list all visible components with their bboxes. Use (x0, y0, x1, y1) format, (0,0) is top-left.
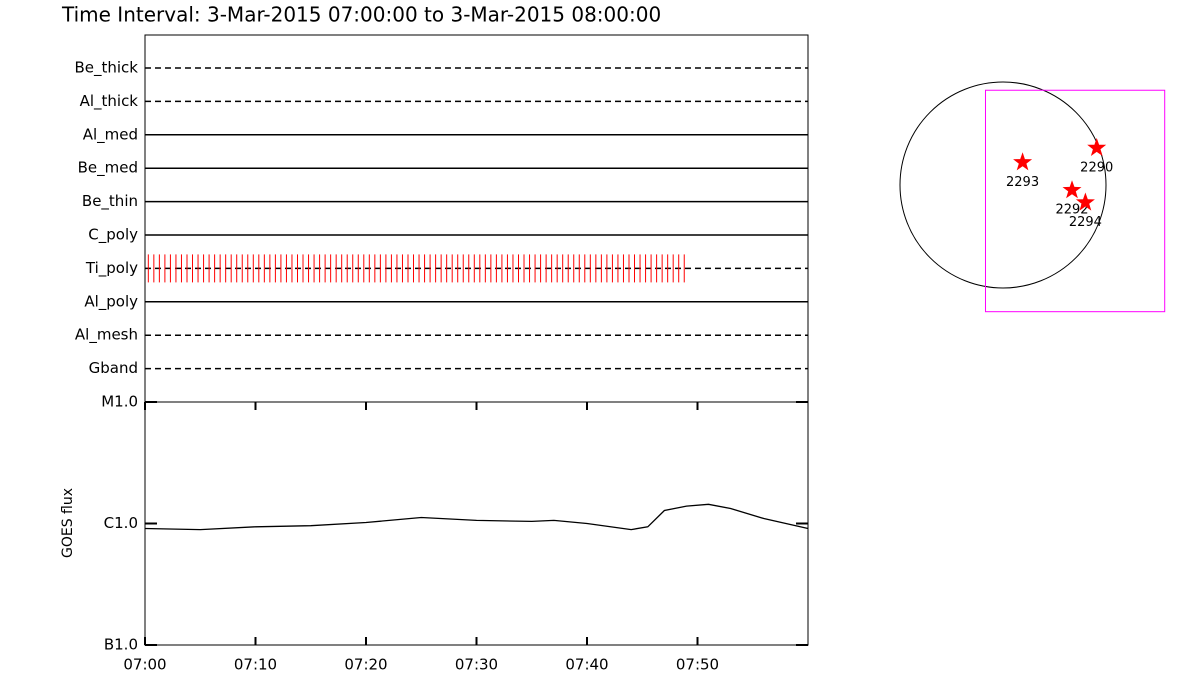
region-label: 2293 (1006, 175, 1039, 190)
row-label: Gband (89, 359, 138, 377)
x-tick-label: 07:20 (344, 656, 387, 674)
x-tick-label: 07:30 (455, 656, 498, 674)
fov-box (984, 89, 1166, 313)
row-label: Be_thick (74, 59, 138, 78)
row-label: Al_med (83, 125, 138, 144)
region-star (1062, 180, 1082, 199)
region-star (1087, 137, 1107, 156)
goes-line (144, 503, 809, 531)
row-label: Be_med (78, 159, 138, 178)
x-tick-label: 07:40 (565, 656, 608, 674)
y-axis-label: GOES flux (60, 488, 76, 558)
solar-limb (899, 81, 1107, 289)
row-label: Be_thin (82, 192, 138, 211)
x-tick-label: 07:10 (234, 656, 277, 674)
region-label: 2294 (1069, 215, 1102, 230)
panel-frame (144, 34, 809, 403)
region-label: 2290 (1080, 160, 1113, 175)
region-star (1013, 152, 1033, 171)
y-tick-label: C1.0 (104, 514, 138, 532)
y-tick-label: M1.0 (101, 393, 138, 411)
row-label: Al_thick (80, 92, 139, 111)
y-tick-label: B1.0 (104, 636, 138, 654)
region-label: 2292 (1055, 203, 1088, 218)
row-label: C_poly (88, 226, 138, 245)
row-label: Al_mesh (75, 326, 138, 345)
row-label: Al_poly (84, 292, 138, 311)
region-star (1075, 192, 1095, 211)
row-label: Ti_poly (85, 259, 138, 278)
chart-title: Time Interval: 3-Mar-2015 07:00:00 to 3-… (61, 3, 661, 27)
x-tick-label: 07:50 (676, 656, 719, 674)
panel-frame (144, 401, 809, 646)
x-tick-label: 07:00 (123, 656, 166, 674)
